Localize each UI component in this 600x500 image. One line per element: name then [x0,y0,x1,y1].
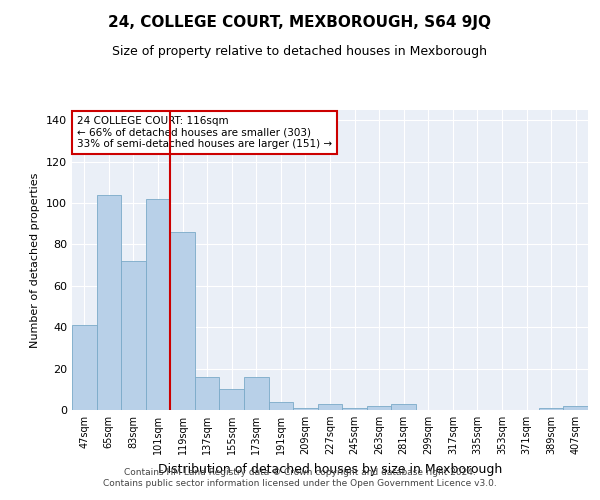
Y-axis label: Number of detached properties: Number of detached properties [31,172,40,348]
Bar [539,408,563,410]
Text: 24 COLLEGE COURT: 116sqm
← 66% of detached houses are smaller (303)
33% of semi-: 24 COLLEGE COURT: 116sqm ← 66% of detach… [77,116,332,149]
Bar [170,232,195,410]
Bar [391,404,416,410]
Bar [244,377,269,410]
X-axis label: Distribution of detached houses by size in Mexborough: Distribution of detached houses by size … [158,462,502,475]
Bar [318,404,342,410]
Bar [367,406,391,410]
Bar [563,406,588,410]
Text: 24, COLLEGE COURT, MEXBOROUGH, S64 9JQ: 24, COLLEGE COURT, MEXBOROUGH, S64 9JQ [109,15,491,30]
Bar [220,390,244,410]
Text: Size of property relative to detached houses in Mexborough: Size of property relative to detached ho… [113,45,487,58]
Bar [121,261,146,410]
Bar [342,408,367,410]
Bar [146,199,170,410]
Bar [269,402,293,410]
Bar [72,325,97,410]
Bar [97,195,121,410]
Text: Contains HM Land Registry data © Crown copyright and database right 2024.
Contai: Contains HM Land Registry data © Crown c… [103,468,497,487]
Bar [195,377,220,410]
Bar [293,408,318,410]
